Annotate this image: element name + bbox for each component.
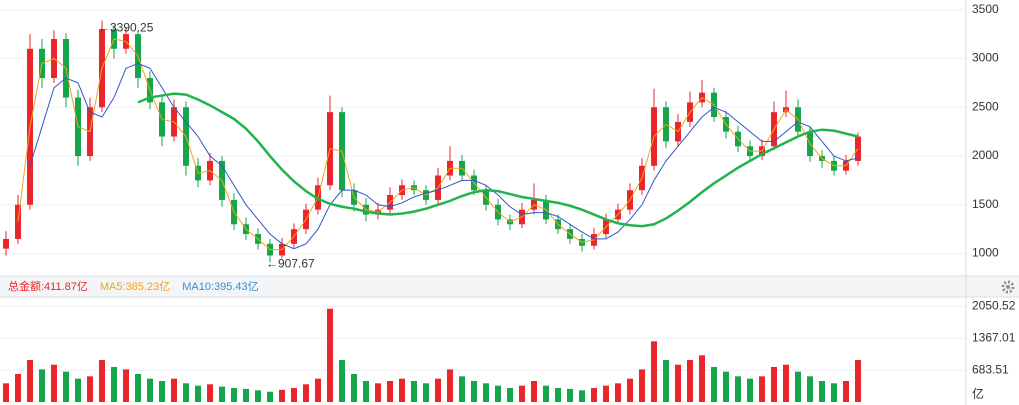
gear-center[interactable] [1006,285,1010,289]
settings-icon[interactable] [1001,280,1015,294]
volume-bar [39,369,45,402]
volume-bar [27,360,33,402]
volume-bar [483,383,489,402]
volume-bar [51,364,57,402]
volume-bar [807,376,813,402]
legend-label: MA10:395.43亿 [182,280,258,293]
unit-label: 亿 [972,386,984,401]
volume-bar [195,385,201,402]
y-tick-label: 3000 [972,51,999,65]
volume-bar [75,378,81,402]
ma-line [29,62,859,250]
volume-bar [15,374,21,402]
y-tick-label: 1000 [972,246,999,260]
volume-bar [495,385,501,402]
volume-bar [411,381,417,402]
volume-bar [135,374,141,402]
annotation: ←907.67 [266,257,315,271]
gear[interactable] [1001,280,1015,294]
volume-bar [735,376,741,402]
volume-bar [471,381,477,402]
volume-bar [315,378,321,402]
volume-bar [459,376,465,402]
volume-bar [663,360,669,402]
volume-bar [351,374,357,402]
volume-bar [603,385,609,402]
ma-line [17,38,859,251]
y-tick-label: 3500 [972,2,999,16]
volume-bar [819,381,825,402]
volume-bar [675,364,681,402]
volume-bar [63,371,69,402]
volume-bar [855,360,861,402]
volume-bar [303,384,309,402]
volume-bar [771,367,777,402]
volume-bar [615,383,621,402]
volume-bar [447,369,453,402]
volume-bar [291,388,297,402]
volume-bar [591,388,597,402]
y-tick-label: 1367.01 [972,330,1016,344]
volume-bar [831,383,837,402]
volume-bar [87,376,93,402]
volume-bar [99,360,105,402]
annotation: ←3390.25 [98,21,154,35]
ma-line [137,92,859,228]
volume-bar [387,381,393,402]
volume-bar [267,391,273,402]
volume-bar [435,378,441,402]
legend-label: 总金额:411.87亿 [8,279,88,293]
volume-bar [699,355,705,402]
volume-bar [651,341,657,402]
volume-bar [759,376,765,402]
volume-bar [843,381,849,402]
volume-bar [399,378,405,402]
y-tick-label: 683.51 [972,362,1009,376]
volume-bar [627,378,633,402]
volume-bar [711,367,717,402]
volume-bar [171,378,177,402]
volume-bar [111,367,117,402]
volume-bar [579,390,585,402]
y-tick-label: 2050.52 [972,298,1016,312]
volume-bar [183,383,189,402]
volume-bar [795,371,801,402]
volume-bar [243,388,249,402]
volume-bar [783,364,789,402]
volume-bar [639,369,645,402]
legend-label: MA5:385.23亿 [100,280,170,293]
candle-body [3,238,9,249]
volume-bar [723,371,729,402]
volume-bar [543,385,549,402]
volume-bar [339,360,345,402]
volume-bar [279,389,285,402]
volume-bar [327,308,333,402]
y-tick-label: 2000 [972,148,999,162]
volume-bar [159,381,165,402]
volume-bar [363,381,369,402]
volume-bar [3,383,9,402]
volume-bar [231,388,237,402]
volume-bar [507,388,513,402]
volume-bar [147,378,153,402]
volume-header [0,276,1019,297]
volume-bar [423,383,429,402]
volume-bar [747,378,753,402]
volume-bar [531,381,537,402]
y-tick-label: 1500 [972,197,999,211]
volume-bar [219,386,225,402]
volume-bar [519,385,525,402]
volume-bar [207,384,213,402]
volume-bar [375,383,381,402]
y-tick-label: 2500 [972,99,999,113]
volume-bar [123,369,129,402]
volume-bar [255,390,261,402]
volume-bar [687,360,693,402]
volume-bar [567,388,573,402]
volume-bar [555,388,561,402]
